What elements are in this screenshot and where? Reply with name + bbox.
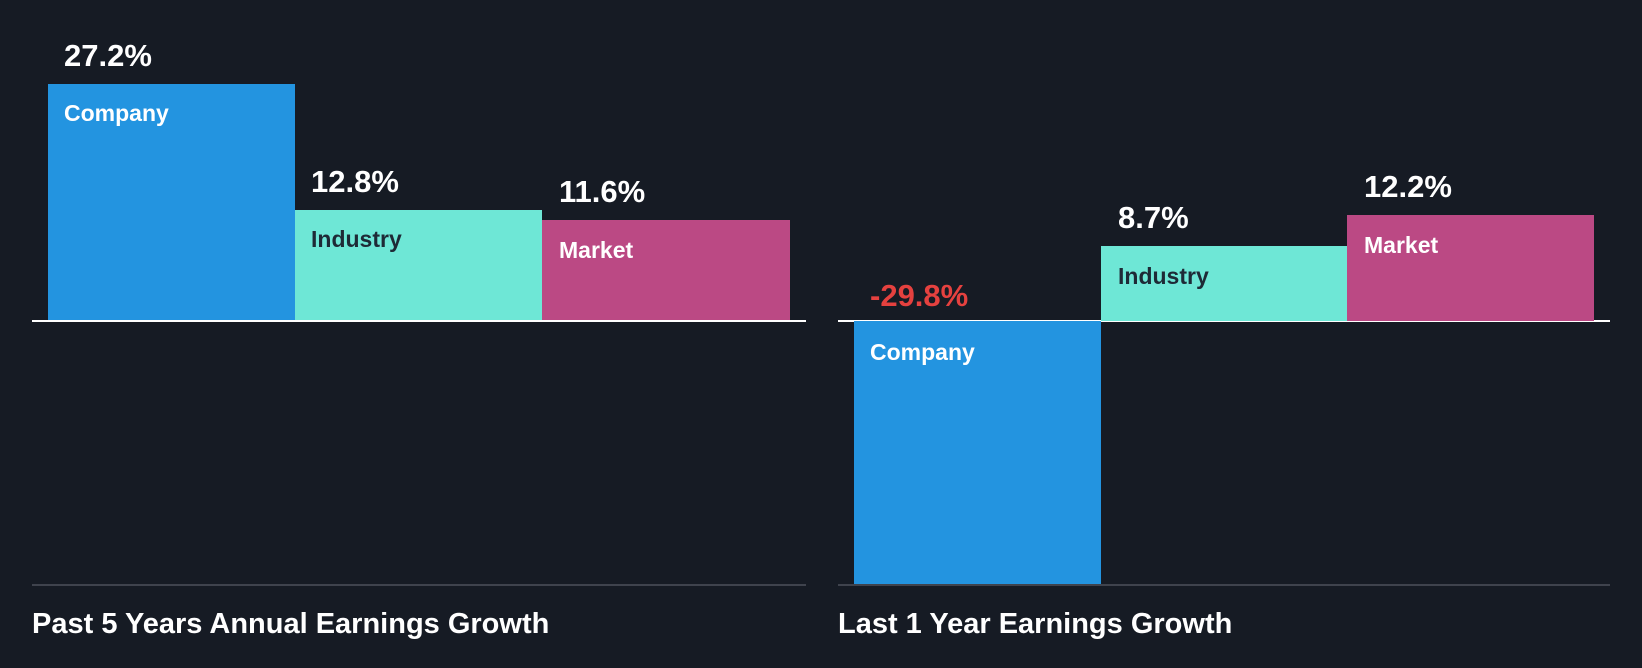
left-market-bar — [542, 220, 790, 321]
right-industry-value: 8.7% — [1118, 200, 1189, 235]
right-company-bar — [854, 321, 1101, 584]
right-market-value: 12.2% — [1364, 169, 1452, 204]
right-company-value: -29.8% — [864, 278, 975, 314]
left-industry-bar — [295, 210, 542, 321]
right-company-label: Company — [870, 339, 975, 365]
left-industry-value: 12.8% — [311, 164, 399, 199]
left-zero-line — [32, 320, 806, 322]
left-company-value: 27.2% — [64, 38, 152, 73]
right-baseline — [838, 584, 1610, 586]
left-company-bar — [48, 84, 295, 321]
left-chart-title: Past 5 Years Annual Earnings Growth — [32, 608, 550, 640]
right-market-bar — [1347, 215, 1594, 321]
left-baseline — [32, 584, 806, 586]
right-market-label: Market — [1364, 232, 1439, 258]
left-market-value: 11.6% — [559, 174, 646, 209]
left-industry-label: Industry — [311, 226, 402, 252]
right-zero-line — [838, 320, 1610, 322]
left-market-label: Market — [559, 237, 634, 263]
right-industry-label: Industry — [1118, 263, 1209, 289]
right-chart-title: Last 1 Year Earnings Growth — [838, 608, 1233, 640]
right-industry-bar — [1101, 246, 1347, 321]
left-company-label: Company — [64, 100, 169, 126]
